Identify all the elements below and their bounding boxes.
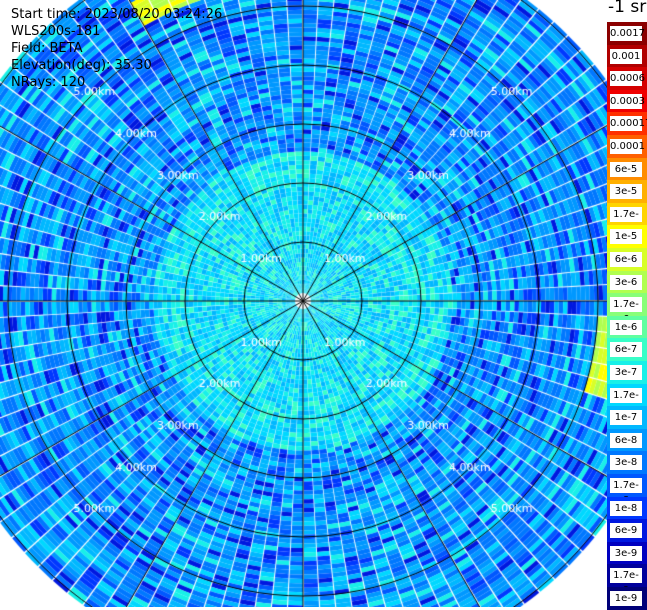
colorbar-title: -1 sr — [608, 0, 647, 17]
colorbar-tick-label: 3e-5 — [610, 184, 642, 200]
colorbar-cell: 0.001 — [607, 44, 647, 68]
colorbar-cell: 0.00017 — [607, 112, 647, 135]
colorbar-tick-label: 0.00017 — [610, 116, 647, 132]
colorbar-cell: 1e-8 — [607, 496, 647, 520]
colorbar-tick-label: 1.7e-7 — [610, 387, 642, 416]
field-label: Field: BETA — [11, 41, 83, 56]
colorbar-tick-label: 0.0001 — [610, 139, 645, 154]
colorbar-tick-label: 1.7e-5 — [610, 206, 642, 235]
colorbar-tick-label: 1e-8 — [610, 500, 642, 516]
colorbar-cell: 3e-8 — [607, 451, 647, 474]
colorbar-cell: 0.0003 — [607, 89, 647, 113]
colorbar-cell: 6e-7 — [607, 338, 647, 361]
colorbar-cell: 0.0017 — [607, 22, 647, 45]
colorbar-cell: 3e-5 — [607, 180, 647, 203]
colorbar-tick-label: 1e-5 — [610, 229, 642, 245]
colorbar-tick-label: 1e-6 — [610, 319, 642, 335]
colorbar-cell: 1.7e-9 — [607, 564, 647, 596]
colorbar-cell: 1e-5 — [607, 225, 647, 248]
header-info: Start time: 2023/08/20 03:24:26 WLS200s-… — [11, 6, 222, 91]
colorbar-tick-label: 6e-8 — [610, 432, 642, 448]
colorbar-tick-label: 1e-9 — [610, 591, 642, 606]
colorbar-cell: 6e-6 — [607, 248, 647, 271]
colorbar-cell: 1e-9 — [607, 587, 647, 610]
colorbar-tick-label: 0.0017 — [610, 26, 645, 41]
colorbar-tick-label: 0.0006 — [610, 71, 645, 87]
colorbar-tick-label: 6e-5 — [610, 161, 642, 177]
colorbar-tick-label: 3e-8 — [610, 455, 642, 471]
elevation-label: Elevation(deg): 35.30 — [11, 58, 152, 73]
colorbar-tick-label: 1.7e-9 — [610, 568, 642, 596]
colorbar-tick-label: 1.7e-6 — [610, 297, 642, 325]
colorbar-cell: 0.0001 — [607, 135, 647, 158]
colorbar-tick-label: 6e-7 — [610, 342, 642, 358]
colorbar-cell: 1.7e-7 — [607, 383, 647, 416]
colorbar-cell: 3e-9 — [607, 541, 647, 565]
nrays-label: NRays: 120 — [11, 75, 86, 90]
colorbar-cell: 3e-7 — [607, 361, 647, 384]
colorbar-cell: 6e-5 — [607, 157, 647, 181]
colorbar-cell: 6e-9 — [607, 519, 647, 542]
colorbar-cell: 1.7e-6 — [607, 293, 647, 325]
colorbar-cell: 0.0006 — [607, 67, 647, 90]
colorbar-tick-label: 0.0003 — [610, 93, 645, 109]
colorbar-tick-label: 3e-6 — [610, 274, 642, 290]
colorbar-cell: 6e-8 — [607, 428, 647, 452]
colorbar-tick-label: 6e-6 — [610, 252, 642, 267]
colorbar-cell: 1e-6 — [607, 315, 647, 339]
colorbar-tick-label: 0.001 — [610, 48, 642, 64]
colorbar-tick-label: 3e-9 — [610, 545, 642, 561]
colorbar-cell: 1e-7 — [607, 406, 647, 429]
colorbar-tick-label: 3e-7 — [610, 365, 642, 380]
colorbar-cell: 1.7e-5 — [607, 202, 647, 235]
start-time-label: Start time: 2023/08/20 03:24:26 — [11, 7, 223, 22]
colorbar-cell: 3e-6 — [607, 270, 647, 294]
instrument-label: WLS200s-181 — [11, 24, 101, 39]
colorbar-cell: 1.7e-8 — [607, 474, 647, 506]
colorbar-tick-label: 6e-9 — [610, 523, 642, 539]
colorbar-tick-label: 1e-7 — [610, 410, 642, 426]
colorbar-tick-label: 1.7e-8 — [610, 478, 642, 506]
